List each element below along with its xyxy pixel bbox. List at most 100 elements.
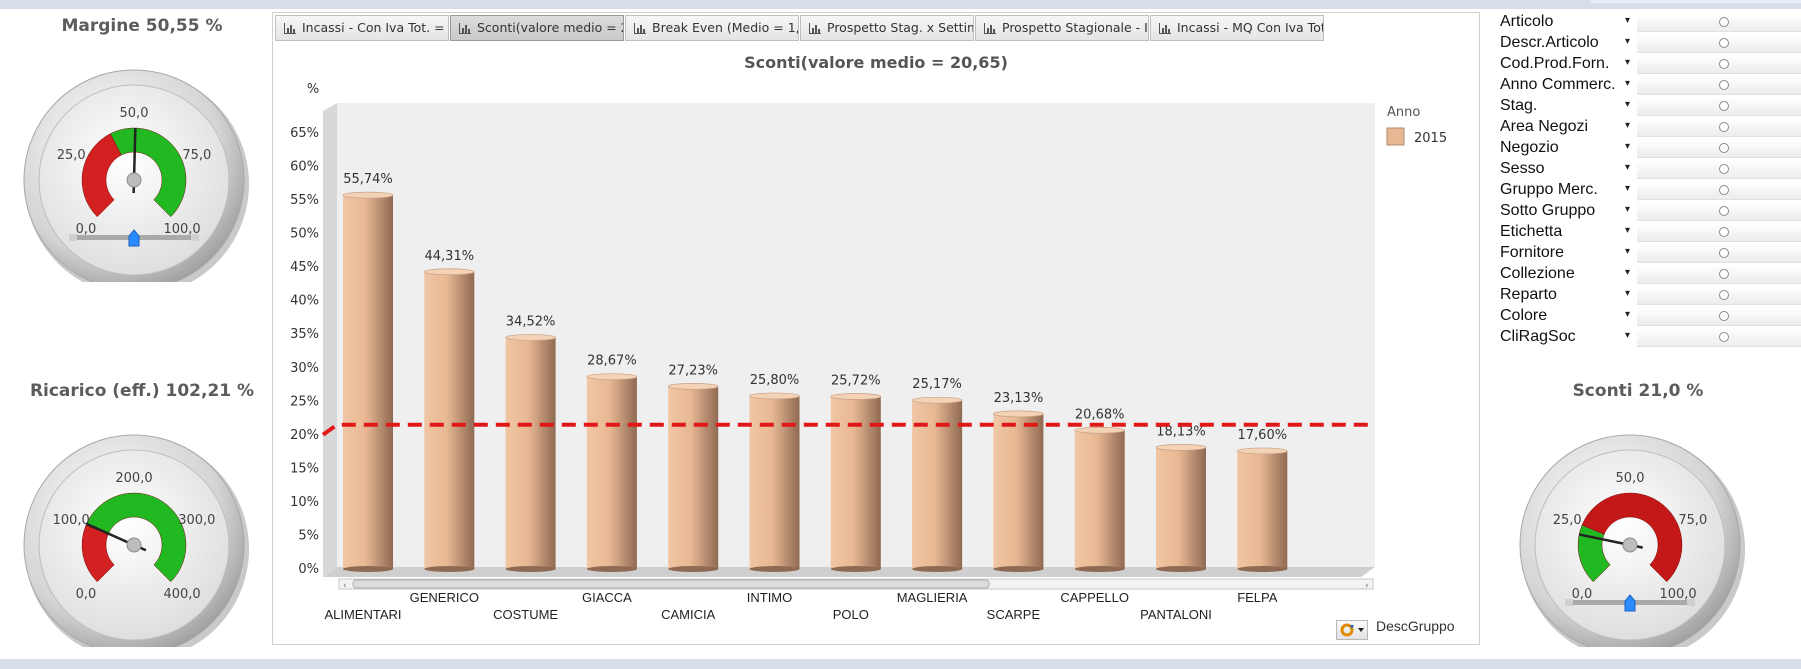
tab-chart-4[interactable]: Prospetto Stag. x Settima...: [800, 15, 974, 41]
filter-etichetta[interactable]: Etichetta ▾: [1497, 222, 1801, 243]
y-tick-label: 65%: [290, 126, 319, 141]
filter-search-box[interactable]: [1637, 161, 1801, 179]
chart-scrollbar-thumb[interactable]: [352, 579, 990, 589]
legend-title: Anno: [1387, 105, 1420, 120]
filter-search-box[interactable]: [1637, 77, 1801, 95]
filter-anno-commerc-[interactable]: Anno Commerc. ▾: [1497, 75, 1801, 96]
dropdown-arrow-icon[interactable]: ▾: [1625, 36, 1631, 47]
bar-polo[interactable]: [830, 393, 882, 572]
bar-giacca[interactable]: [586, 373, 638, 572]
scroll-right-icon[interactable]: ›: [1365, 581, 1369, 591]
tab-chart-1[interactable]: Incassi - Con Iva Tot. = 7...: [275, 15, 449, 41]
sort-button[interactable]: [1336, 620, 1368, 640]
radio-icon[interactable]: [1719, 185, 1729, 195]
radio-icon[interactable]: [1719, 17, 1729, 27]
filter-search-box[interactable]: [1637, 224, 1801, 242]
radio-icon[interactable]: [1719, 101, 1729, 111]
dropdown-arrow-icon[interactable]: ▾: [1625, 309, 1631, 320]
radio-icon[interactable]: [1719, 206, 1729, 216]
filter-search-box[interactable]: [1637, 98, 1801, 116]
filter-search-box[interactable]: [1637, 329, 1801, 347]
radio-icon[interactable]: [1719, 269, 1729, 279]
filter-gruppo-merc-[interactable]: Gruppo Merc. ▾: [1497, 180, 1801, 201]
filter-collezione[interactable]: Collezione ▾: [1497, 264, 1801, 285]
dropdown-arrow-icon[interactable]: ▾: [1625, 141, 1631, 152]
dropdown-arrow-icon[interactable]: ▾: [1625, 225, 1631, 236]
radio-icon[interactable]: [1719, 80, 1729, 90]
filter-search-box[interactable]: [1637, 203, 1801, 221]
dropdown-arrow-icon[interactable]: ▾: [1625, 57, 1631, 68]
scroll-left-icon[interactable]: ‹: [343, 581, 347, 591]
chart-title: Sconti(valore medio = 20,65): [744, 53, 1008, 72]
radio-icon[interactable]: [1719, 59, 1729, 69]
radio-icon[interactable]: [1719, 38, 1729, 48]
filter-search-box[interactable]: [1637, 119, 1801, 137]
radio-icon[interactable]: [1719, 248, 1729, 258]
x-tick-label: GIACCA: [582, 590, 632, 605]
filter-descr-articolo[interactable]: Descr.Articolo ▾: [1497, 33, 1801, 54]
radio-icon[interactable]: [1719, 290, 1729, 300]
filter-search-box[interactable]: [1637, 266, 1801, 284]
dropdown-arrow-icon[interactable]: ▾: [1625, 183, 1631, 194]
gauge-ricarico: Ricarico (eff.) 102,21 % 0,0 100,0 200,0 300…: [12, 379, 272, 649]
bar-pantaloni[interactable]: [1155, 444, 1207, 572]
radio-icon[interactable]: [1719, 164, 1729, 174]
radio-icon[interactable]: [1719, 311, 1729, 321]
dropdown-arrow-icon[interactable]: ▾: [1625, 120, 1631, 131]
filter-sesso[interactable]: Sesso ▾: [1497, 159, 1801, 180]
tab-chart-6[interactable]: Incassi - MQ Con Iva Tot....: [1150, 15, 1324, 41]
filter-search-box[interactable]: [1637, 245, 1801, 263]
dropdown-arrow-icon[interactable]: ▾: [1625, 330, 1631, 341]
filter-cliragsoc[interactable]: CliRagSoc ▾: [1497, 327, 1801, 348]
bar-felpa[interactable]: [1236, 447, 1288, 572]
filter-search-box[interactable]: [1637, 287, 1801, 305]
gauge-slider-handle[interactable]: [128, 229, 140, 247]
bar-alimentari[interactable]: [342, 191, 394, 572]
bar-costume[interactable]: [505, 334, 556, 572]
radio-icon[interactable]: [1719, 227, 1729, 237]
radio-icon[interactable]: [1719, 332, 1729, 342]
tab-chart-5[interactable]: Prospetto Stagionale - Ind...: [975, 15, 1149, 41]
filter-search-box[interactable]: [1637, 140, 1801, 158]
bar-scarpe[interactable]: [993, 410, 1044, 572]
filter-fornitore[interactable]: Fornitore ▾: [1497, 243, 1801, 264]
gauge-tick-label: 200,0: [115, 471, 152, 486]
dropdown-arrow-icon[interactable]: ▾: [1625, 162, 1631, 173]
dropdown-arrow-icon[interactable]: ▾: [1625, 78, 1631, 89]
filter-sotto-gruppo[interactable]: Sotto Gruppo ▾: [1497, 201, 1801, 222]
filter-reparto[interactable]: Reparto ▾: [1497, 285, 1801, 306]
x-tick-label: CAPPELLO: [1060, 590, 1129, 605]
gauge-slider-handle[interactable]: [1624, 594, 1636, 612]
y-tick-label: 30%: [290, 361, 319, 376]
filter-articolo[interactable]: Articolo ▾: [1497, 12, 1801, 33]
tab-chart-2[interactable]: Sconti(valore medio = 20,65): [450, 15, 624, 41]
filter-negozio[interactable]: Negozio ▾: [1497, 138, 1801, 159]
dropdown-arrow-icon[interactable]: ▾: [1625, 204, 1631, 215]
radio-icon[interactable]: [1719, 143, 1729, 153]
dropdown-arrow-icon[interactable]: ▾: [1625, 15, 1631, 26]
filter-search-box[interactable]: [1637, 182, 1801, 200]
dropdown-arrow-icon[interactable]: ▾: [1625, 246, 1631, 257]
radio-icon[interactable]: [1719, 122, 1729, 132]
filter-search-box[interactable]: [1637, 14, 1801, 32]
bar-intimo[interactable]: [749, 392, 800, 572]
filter-search-box[interactable]: [1637, 56, 1801, 74]
filter-colore[interactable]: Colore ▾: [1497, 306, 1801, 327]
filter-cod-prod-forn-[interactable]: Cod.Prod.Forn. ▾: [1497, 54, 1801, 75]
bar-data-label: 25,17%: [912, 377, 962, 392]
filter-search-box[interactable]: [1637, 35, 1801, 53]
chart-panel: Incassi - Con Iva Tot. = 7... Sconti(valo…: [272, 12, 1480, 645]
plot-side-wall: [323, 103, 337, 577]
filter-search-box[interactable]: [1637, 308, 1801, 326]
bar-generico[interactable]: [423, 268, 475, 572]
dropdown-arrow-icon[interactable]: ▾: [1625, 99, 1631, 110]
filter-area-negozi[interactable]: Area Negozi ▾: [1497, 117, 1801, 138]
filter-stag-[interactable]: Stag. ▾: [1497, 96, 1801, 117]
bar-cappello[interactable]: [1074, 426, 1126, 572]
tab-chart-3[interactable]: Break Even (Medio = 1,48 ): [625, 15, 799, 41]
bar-camicia[interactable]: [667, 382, 719, 572]
dropdown-arrow-icon[interactable]: ▾: [1625, 288, 1631, 299]
bar-maglieria[interactable]: [911, 396, 963, 572]
dropdown-arrow-icon[interactable]: ▾: [1625, 267, 1631, 278]
gauge-tick-label: 100,0: [53, 513, 90, 528]
